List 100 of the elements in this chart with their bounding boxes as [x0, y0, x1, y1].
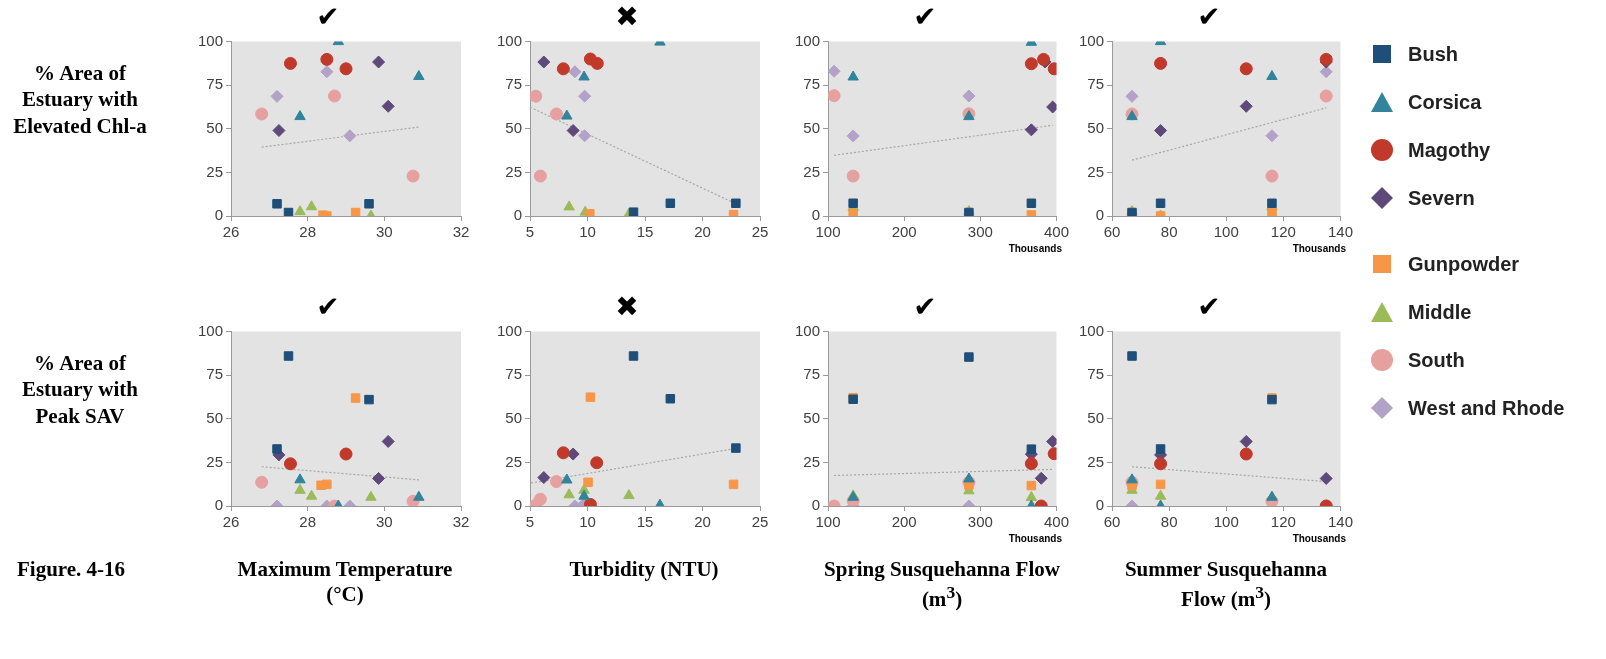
text: Thousands: [1292, 243, 1346, 254]
y-tick-label: 75: [505, 75, 523, 93]
y-tick-label: 25: [505, 162, 523, 180]
y-tick-label: 100: [795, 31, 821, 49]
y-tick-label: 100: [795, 321, 821, 339]
y-tick-label: 0: [1095, 206, 1105, 224]
y-tick-label: 25: [505, 452, 523, 470]
y-tick-label: 75: [206, 75, 224, 93]
y-tick-label: 0: [513, 496, 523, 514]
x-tick-label: 10: [579, 513, 596, 531]
y-tick-label: 75: [505, 365, 523, 383]
y-axis-title: % Area of Estuary with Elevated Chl-a: [12, 60, 148, 139]
chart-title: ✔: [913, 290, 937, 324]
legend-label: West and Rhode: [1408, 396, 1565, 420]
y-tick-label: 0: [513, 206, 523, 224]
y-axis-title: % Area of Estuary with Peak SAV: [20, 350, 140, 429]
y-tick-label: 25: [803, 162, 821, 180]
text: Thousands: [1008, 533, 1062, 544]
x-axis-title: Spring Susquehanna Flow (m$^{3}$): [823, 557, 1061, 613]
y-tick-label: 0: [811, 496, 821, 514]
x-tick-label: 100: [1213, 223, 1239, 241]
x-tick-label: 30: [376, 513, 393, 531]
legend-label: Severn: [1408, 186, 1475, 210]
y-tick-label: 75: [1087, 75, 1105, 93]
y-tick-label: 50: [505, 408, 523, 426]
x-tick-label: 28: [299, 223, 317, 241]
x-tick-label: 15: [636, 513, 654, 531]
chart-title: ✖: [615, 290, 639, 324]
y-tick-label: 75: [803, 75, 821, 93]
x-tick-label: 10: [579, 223, 596, 241]
x-tick-label: 80: [1160, 223, 1178, 241]
chart-title: ✔: [1197, 290, 1221, 324]
y-tick-label: 50: [206, 118, 224, 136]
x-tick-label: 20: [694, 513, 711, 531]
x-tick-label: 60: [1103, 513, 1121, 531]
x-tick-label: 20: [694, 223, 711, 241]
y-tick-label: 50: [505, 118, 523, 136]
legend-label: Corsica: [1408, 90, 1482, 114]
y-tick-label: 100: [497, 321, 523, 339]
y-tick-label: 100: [198, 31, 224, 49]
chart-title: ✔: [316, 290, 340, 324]
x-tick-label: 100: [1213, 513, 1239, 531]
legend-label: Middle: [1408, 300, 1472, 324]
chart-title: ✔: [316, 0, 340, 34]
x-axis-title: Summer Susquehanna Flow (m$^{3}$): [1123, 557, 1329, 613]
x-tick-label: 32: [452, 513, 470, 531]
x-tick-label: 300: [967, 223, 993, 241]
x-tick-label: 200: [891, 513, 917, 531]
x-tick-label: 5: [525, 513, 535, 531]
chart-title: ✖: [615, 0, 639, 34]
x-tick-label: 200: [891, 223, 917, 241]
y-tick-label: 50: [803, 408, 821, 426]
x-tick-label: 5: [525, 223, 535, 241]
x-tick-label: 120: [1270, 513, 1296, 531]
text: Figure. 4-16: [17, 557, 126, 582]
y-tick-label: 50: [803, 118, 821, 136]
y-tick-label: 0: [214, 496, 224, 514]
x-tick-label: 15: [636, 223, 654, 241]
y-tick-label: 100: [1079, 321, 1105, 339]
y-tick-label: 0: [1095, 496, 1105, 514]
x-tick-label: 26: [222, 513, 240, 531]
y-tick-label: 50: [1087, 118, 1105, 136]
y-tick-label: 25: [206, 452, 224, 470]
y-tick-label: 75: [1087, 365, 1105, 383]
y-tick-label: 50: [1087, 408, 1105, 426]
y-tick-label: 50: [206, 408, 224, 426]
legend-label: Gunpowder: [1408, 252, 1520, 276]
y-tick-label: 100: [1079, 31, 1105, 49]
chart-title: ✔: [1197, 0, 1221, 34]
y-tick-label: 75: [206, 365, 224, 383]
y-tick-label: 0: [811, 206, 821, 224]
x-tick-label: 30: [376, 223, 393, 241]
x-tick-label: 25: [751, 513, 769, 531]
y-tick-label: 0: [214, 206, 224, 224]
y-tick-label: 100: [198, 321, 224, 339]
y-tick-label: 25: [206, 162, 224, 180]
x-tick-label: 400: [1043, 223, 1069, 241]
y-tick-label: 25: [1087, 452, 1105, 470]
x-tick-label: 80: [1160, 513, 1178, 531]
legend-label: Bush: [1408, 42, 1458, 66]
y-tick-label: 25: [803, 452, 821, 470]
x-tick-label: 300: [967, 513, 993, 531]
x-axis-title: Turbidity (NTU): [568, 557, 720, 583]
x-axis-title: Maximum Temperature (°C): [236, 557, 454, 608]
x-tick-label: 25: [751, 223, 769, 241]
x-tick-label: 400: [1043, 513, 1069, 531]
x-tick-label: 28: [299, 513, 317, 531]
x-tick-label: 140: [1327, 223, 1353, 241]
text: Thousands: [1292, 533, 1346, 544]
x-tick-label: 26: [222, 223, 240, 241]
y-tick-label: 75: [803, 365, 821, 383]
x-tick-label: 32: [452, 223, 470, 241]
legend-label: Magothy: [1408, 138, 1491, 162]
y-tick-label: 100: [497, 31, 523, 49]
text: Thousands: [1008, 243, 1062, 254]
legend-label: South: [1408, 348, 1465, 372]
chart-title: ✔: [913, 0, 937, 34]
y-tick-label: 25: [1087, 162, 1105, 180]
x-tick-label: 60: [1103, 223, 1121, 241]
x-tick-label: 140: [1327, 513, 1353, 531]
